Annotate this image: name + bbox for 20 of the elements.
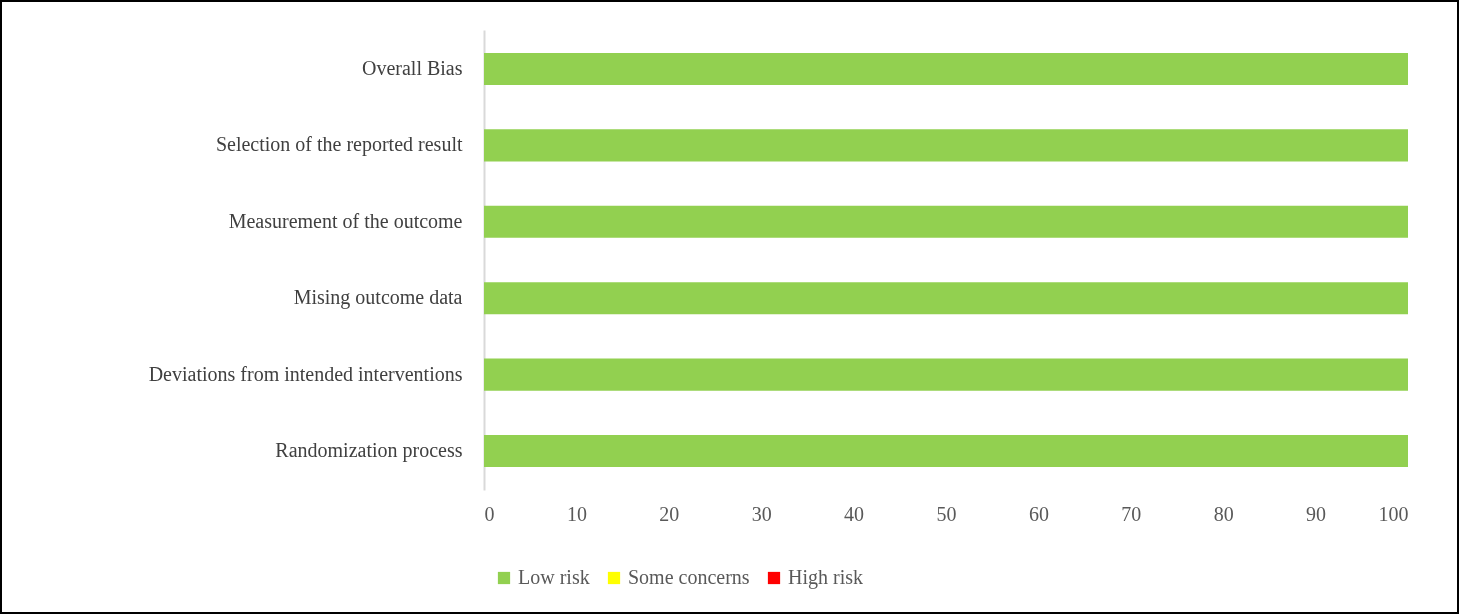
x-tick-label: 70: [1121, 502, 1142, 525]
x-tick-label: 10: [566, 502, 587, 525]
x-tick-label: 80: [1213, 502, 1234, 525]
y-tick-label: Deviations from intended interventions: [148, 362, 463, 385]
y-tick-label: Selection of the reported result: [215, 133, 463, 157]
x-tick-label: 90: [1306, 502, 1327, 525]
legend-label: High risk: [788, 566, 863, 589]
y-tick-label: Measurement of the outcome: [228, 209, 463, 232]
y-tick-label: Overall Bias: [361, 56, 463, 79]
x-tick-label: 50: [936, 502, 957, 525]
x-tick-label: 20: [659, 502, 680, 525]
x-tick-label: 30: [751, 502, 772, 525]
x-tick-label: 0: [484, 502, 495, 525]
y-tick-label: Randomization process: [275, 439, 463, 463]
legend-label: Low risk: [518, 566, 590, 588]
x-tick-label: 60: [1028, 502, 1049, 525]
y-tick-label: Mising outcome data: [293, 286, 463, 310]
legend-label: Some concerns: [628, 566, 750, 588]
x-tick-label: 40: [844, 502, 865, 525]
x-tick-label: 100: [1378, 502, 1409, 525]
